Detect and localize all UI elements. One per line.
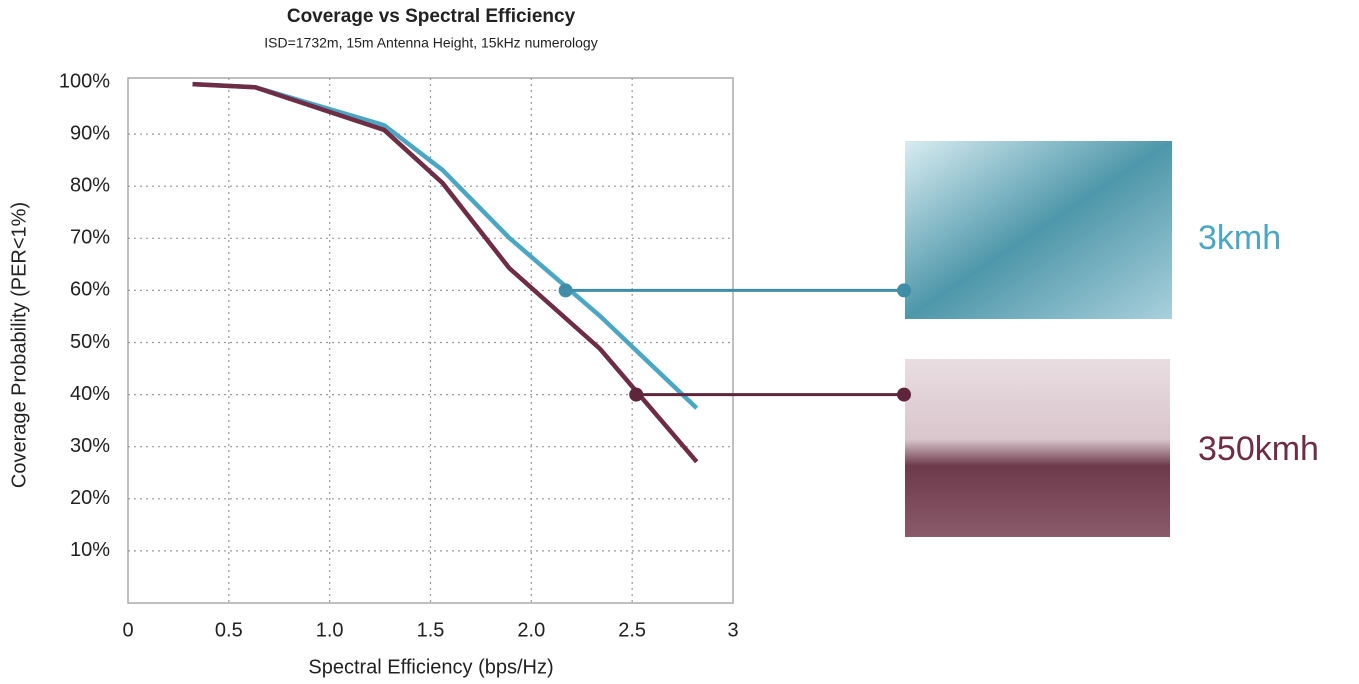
y-tick-label: 90% xyxy=(70,122,110,144)
y-tick-label: 50% xyxy=(70,331,110,353)
connector-end xyxy=(897,388,911,402)
y-tick-label: 80% xyxy=(70,174,110,196)
y-tick-label: 30% xyxy=(70,435,110,457)
chart-title: Coverage vs Spectral Efficiency xyxy=(287,6,576,27)
x-tick-label: 0 xyxy=(122,619,133,641)
connector-end xyxy=(897,283,911,297)
chart: Coverage vs Spectral Efficiency ISD=1732… xyxy=(0,0,1359,684)
x-tick-label: 3 xyxy=(727,619,738,641)
y-axis-label: Coverage Probability (PER<1%) xyxy=(8,202,30,488)
x-axis-label: Spectral Efficiency (bps/Hz) xyxy=(308,656,553,678)
y-tick-label: 100% xyxy=(59,70,110,92)
x-tick-label: 2.0 xyxy=(517,619,545,641)
series-line xyxy=(193,84,697,462)
y-tick-label: 70% xyxy=(70,227,110,249)
highlight-point xyxy=(559,283,573,297)
photo-train xyxy=(905,359,1170,537)
legend-label: 3kmh xyxy=(1198,219,1281,257)
x-tick-label: 2.5 xyxy=(618,619,646,641)
x-tick-label: 1.5 xyxy=(417,619,445,641)
y-tick-label: 60% xyxy=(70,279,110,301)
series-line xyxy=(193,84,697,408)
y-tick-label: 10% xyxy=(70,539,110,561)
x-tick-label: 1.0 xyxy=(316,619,344,641)
y-tick-label: 40% xyxy=(70,383,110,405)
photo-pedestrian xyxy=(905,141,1172,319)
x-tick-label: 0.5 xyxy=(215,619,243,641)
highlight-point xyxy=(629,388,643,402)
y-tick-label: 20% xyxy=(70,487,110,509)
chart-subtitle: ISD=1732m, 15m Antenna Height, 15kHz num… xyxy=(264,35,597,51)
legend-label: 350kmh xyxy=(1198,430,1319,468)
